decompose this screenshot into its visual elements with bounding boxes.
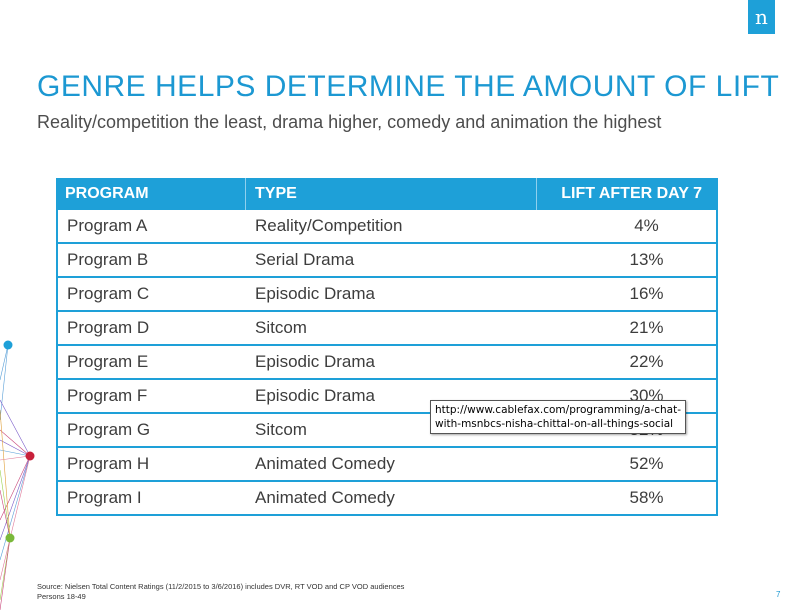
table-header: PROGRAM TYPE LIFT AFTER DAY 7 [56,178,718,210]
nielsen-logo: n [748,0,775,34]
lift-table: PROGRAM TYPE LIFT AFTER DAY 7 Program A … [56,178,718,516]
cell-program: Program C [67,284,150,303]
table-row: Program C Episodic Drama 16% [58,278,716,312]
table-row: Program I Animated Comedy 58% [58,482,716,516]
cell-type: Sitcom [255,318,307,337]
persons-text: Persons 18-49 [37,592,86,601]
cell-program: Program E [67,352,149,371]
table-row: Program A Reality/Competition 4% [58,210,716,244]
cell-type: Animated Comedy [255,454,395,473]
cell-type: Sitcom [255,420,307,439]
cell-program: Program I [67,488,142,507]
url-tooltip: http://www.cablefax.com/programming/a-ch… [430,400,687,434]
tooltip-line-2: with-msnbcs-nisha-chittal-on-all-things-… [435,418,674,430]
table-row: Program B Serial Drama 13% [58,244,716,278]
decorative-network-graphic [0,340,35,610]
column-header-lift: LIFT AFTER DAY 7 [561,185,702,202]
column-header-type: TYPE [246,178,537,210]
table-row: Program D Sitcom 21% [58,312,716,346]
tooltip-line-1: http://www.cablefax.com/programming/a-ch… [435,404,682,416]
cell-program: Program F [67,386,148,405]
cell-type: Serial Drama [255,250,355,269]
cell-program: Program G [67,420,151,439]
cell-type: Episodic Drama [255,352,375,371]
cell-program: Program H [67,454,150,473]
table-row: Program E Episodic Drama 22% [58,346,716,380]
cell-lift: 22% [629,352,664,371]
cell-type: Episodic Drama [255,386,375,405]
page-number: 7 [776,590,781,599]
slide-subtitle: Reality/competition the least, drama hig… [37,112,662,132]
cell-lift: 13% [629,250,664,269]
table-row: Program H Animated Comedy 52% [58,448,716,482]
source-text: Source: Nielsen Total Content Ratings (1… [37,582,405,591]
column-header-program: PROGRAM [56,178,246,210]
cell-type: Animated Comedy [255,488,395,507]
cell-program: Program D [67,318,150,337]
cell-program: Program B [67,250,149,269]
cell-lift: 58% [629,488,664,507]
cell-type: Episodic Drama [255,284,375,303]
cell-type: Reality/Competition [255,216,403,235]
source-note: Source: Nielsen Total Content Ratings (1… [37,582,404,602]
cell-lift: 52% [629,454,664,473]
cell-lift: 16% [629,284,664,303]
slide-title: GENRE HELPS DETERMINE THE AMOUNT OF LIFT [37,70,780,103]
cell-lift: 4% [634,216,659,235]
table-body: Program A Reality/Competition 4% Program… [56,210,718,516]
cell-lift: 21% [629,318,664,337]
cell-program: Program A [67,216,148,235]
